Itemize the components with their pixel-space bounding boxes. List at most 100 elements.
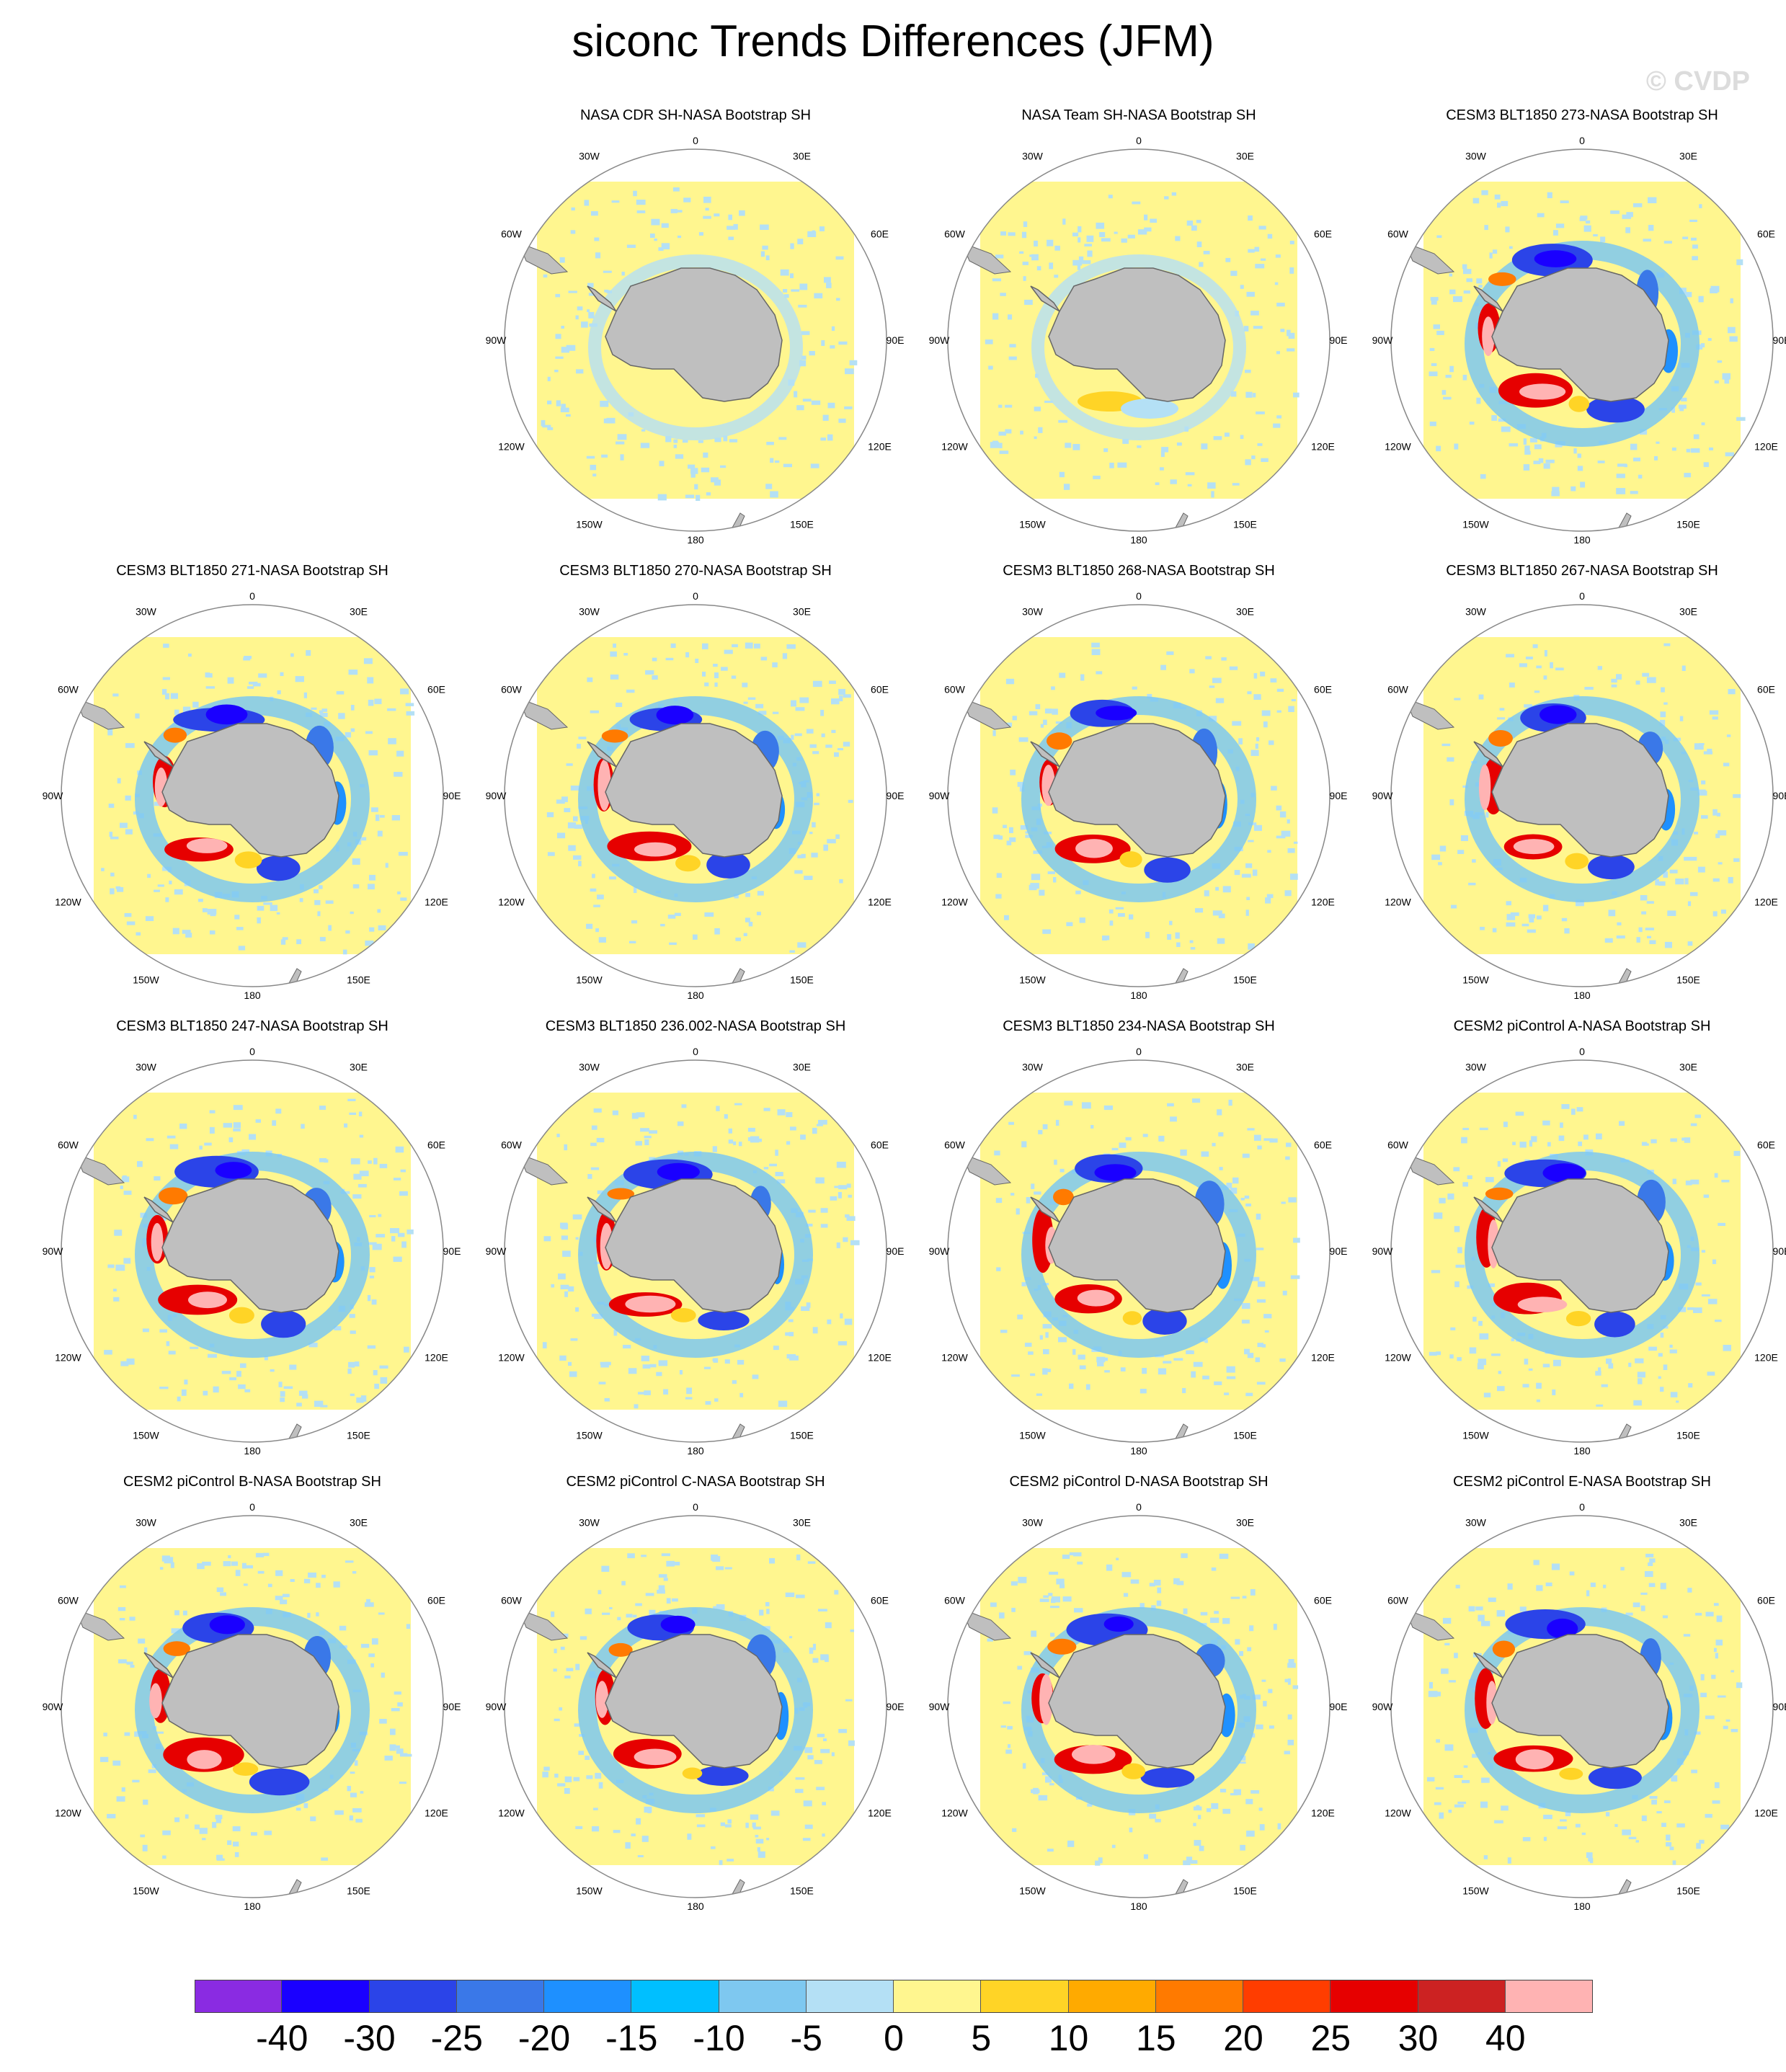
map-panel: CESM3 BLT1850 267-NASA Bootstrap SH 0 30E 6…: [1359, 562, 1786, 1009]
longitude-label: 60W: [944, 228, 966, 240]
colorbar-label: 10: [1048, 2018, 1089, 2058]
new-zealand-land: [1174, 512, 1189, 531]
longitude-label: 0: [1136, 590, 1142, 602]
longitude-label: 0: [1579, 135, 1585, 146]
colorbar-label: 5: [971, 2018, 992, 2058]
longitude-label: 120E: [868, 1352, 892, 1364]
colorbar-label: 25: [1310, 2018, 1351, 2058]
longitude-label: 150W: [576, 519, 603, 530]
longitude-label: 120E: [425, 897, 448, 908]
map-boundary: [504, 604, 887, 987]
light-blue-speckle: [541, 187, 858, 501]
longitude-label: 150E: [1676, 1885, 1700, 1897]
new-zealand-land: [731, 1423, 745, 1442]
longitude-label: 150E: [1233, 519, 1257, 530]
longitude-label: 180: [687, 1900, 704, 1912]
longitude-label: 0: [1579, 1046, 1585, 1057]
map-panel: CESM3 BLT1850 273-NASA Bootstrap SH 0 30E 6…: [1359, 107, 1786, 553]
longitude-label: 90E: [1773, 1245, 1786, 1257]
longitude-label: 150E: [790, 974, 814, 986]
antarctica-land: [1491, 723, 1669, 858]
longitude-label: 60E: [871, 1139, 889, 1151]
longitude-label: 180: [244, 990, 261, 1001]
polar-map: 0 30E 60E 90E 120E 150E 180 150W 120W 90W 60W 30W: [929, 590, 1348, 1001]
longitude-label: 180: [1130, 990, 1147, 1001]
antarctica-land: [1491, 1178, 1669, 1313]
longitude-label: 90E: [443, 790, 461, 801]
new-zealand-land: [731, 968, 745, 987]
colorbar-label: 20: [1223, 2018, 1263, 2058]
longitude-label: 30W: [135, 606, 157, 618]
antarctic-peninsula: [587, 285, 617, 312]
longitude-label: 90W: [43, 790, 64, 801]
longitude-label: 60W: [58, 1139, 79, 1151]
map-boundary: [504, 1059, 887, 1443]
longitude-label: 120W: [498, 441, 525, 453]
longitude-label: 90E: [1330, 1245, 1348, 1257]
colorbar-cell: [456, 1980, 544, 2013]
longitude-label: 180: [1573, 534, 1591, 546]
map-panel: CESM3 BLT1850 236.002-NASA Bootstrap SH 0…: [472, 1018, 919, 1464]
antarctic-peninsula: [1473, 285, 1503, 312]
panel-title: CESM3 BLT1850 271-NASA Bootstrap SH: [116, 563, 388, 579]
south-america-land: [518, 1609, 569, 1641]
colorbar-cell: [282, 1980, 370, 2013]
antarctic-peninsula: [587, 1652, 617, 1679]
colorbar-cell: [1068, 1980, 1156, 2013]
map-panel: CESM3 BLT1850 247-NASA Bootstrap SH 0 30E 6…: [29, 1018, 476, 1464]
south-america-land: [1405, 242, 1455, 275]
longitude-label: 90E: [1773, 1701, 1786, 1712]
antarctica-land: [605, 1178, 783, 1313]
longitude-label: 30E: [1679, 1517, 1697, 1529]
south-america-land: [961, 1609, 1012, 1641]
longitude-label: 150W: [576, 974, 603, 986]
polar-map: 0 30E 60E 90E 120E 150E 180 150W 120W 90W 60W 30W: [43, 1046, 461, 1457]
colorbar-label: -10: [693, 2018, 745, 2058]
longitude-label: 150E: [1676, 519, 1700, 530]
map-panel: NASA Team SH-NASA Bootstrap SH 0 30E 60E 90E…: [915, 107, 1362, 553]
longitude-label: 60E: [1314, 228, 1332, 240]
panel-title: NASA CDR SH-NASA Bootstrap SH: [579, 107, 812, 123]
polar-map: 0 30E 60E 90E 120E 150E 180 150W 120W 90W 60W 30W: [43, 1501, 461, 1912]
map-boundary: [947, 1515, 1330, 1898]
figure-title: siconc Trends Differences (JFM): [572, 17, 1214, 66]
colorbar-label: -20: [517, 2018, 571, 2058]
longitude-label: 0: [249, 1501, 255, 1513]
longitude-label: 30W: [1022, 1517, 1044, 1529]
longitude-label: 30E: [1236, 1062, 1254, 1073]
longitude-label: 90W: [929, 1245, 951, 1257]
map-boundary: [1390, 148, 1774, 532]
map-boundary: [61, 1515, 444, 1898]
longitude-label: 150W: [576, 1430, 603, 1441]
longitude-label: 30W: [1465, 606, 1487, 618]
longitude-label: 150W: [1019, 1430, 1046, 1441]
longitude-label: 90E: [887, 334, 905, 346]
longitude-label: 30E: [350, 606, 368, 618]
south-america-land: [1405, 698, 1455, 730]
longitude-label: 30W: [135, 1517, 157, 1529]
longitude-label: 30E: [1236, 606, 1254, 618]
longitude-label: 30E: [793, 1517, 811, 1529]
longitude-label: 60W: [58, 1595, 79, 1606]
longitude-label: 180: [687, 534, 704, 546]
longitude-label: 120W: [1385, 1352, 1411, 1364]
colorbar-cell: [1418, 1980, 1506, 2013]
longitude-label: 120W: [941, 897, 968, 908]
map-panel: CESM2 piControl B-NASA Bootstrap SH 0 30E 6…: [29, 1473, 476, 1920]
map-boundary: [504, 148, 887, 532]
longitude-label: 60E: [871, 684, 889, 695]
panel-title: CESM2 piControl D-NASA Bootstrap SH: [1009, 1474, 1269, 1490]
longitude-label: 90E: [887, 1245, 905, 1257]
panel-title: CESM3 BLT1850 270-NASA Bootstrap SH: [559, 563, 832, 579]
south-america-land: [518, 698, 569, 730]
longitude-label: 60W: [501, 684, 523, 695]
south-america-land: [75, 1153, 125, 1186]
longitude-label: 90W: [486, 1701, 507, 1712]
panel-title: CESM3 BLT1850 234-NASA Bootstrap SH: [1003, 1018, 1275, 1034]
longitude-label: 90E: [1773, 334, 1786, 346]
longitude-label: 120W: [498, 1808, 525, 1819]
longitude-label: 60W: [501, 1595, 523, 1606]
longitude-label: 90W: [486, 1245, 507, 1257]
longitude-label: 90E: [1330, 334, 1348, 346]
longitude-label: 30E: [1679, 1062, 1697, 1073]
